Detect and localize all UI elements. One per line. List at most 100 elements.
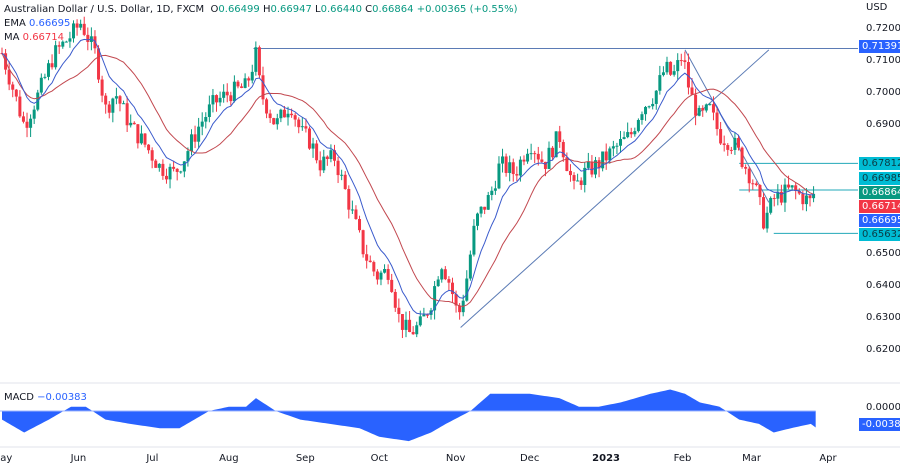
candle-up (486, 195, 490, 210)
candle-up (440, 269, 444, 280)
candle-up (415, 325, 419, 335)
candle-up (733, 138, 737, 150)
candle-up (222, 91, 226, 98)
candle-up (46, 63, 50, 77)
candle-down (272, 118, 276, 125)
open-value: 0.66499 (218, 4, 260, 15)
candle-up (436, 279, 440, 287)
candle-up (129, 122, 133, 126)
candle-up (39, 77, 43, 93)
candle-down (229, 95, 233, 102)
candle-down (736, 138, 740, 148)
close-label: C (365, 4, 373, 15)
candle-down (558, 131, 562, 143)
candle-up (200, 121, 204, 127)
candle-up (608, 148, 612, 161)
candle-down (97, 48, 101, 80)
ma-line (1, 53, 814, 307)
candle-down (483, 206, 487, 210)
candle-down (193, 134, 197, 142)
candle-down (375, 271, 379, 280)
month-label: Nov (445, 453, 466, 464)
candle-up (279, 109, 283, 119)
candle-up (765, 212, 769, 229)
candle-down (679, 60, 683, 62)
candle-up (593, 160, 597, 175)
ma-legend[interactable]: MA 0.66714 (4, 32, 64, 44)
candle-up (186, 151, 190, 162)
candle-down (694, 94, 698, 116)
candle-down (361, 230, 365, 255)
candle-down (715, 112, 719, 130)
candle-up (601, 151, 605, 169)
candle-down (240, 86, 244, 88)
candle-down (561, 142, 565, 158)
candle-down (368, 260, 372, 263)
ema-value: 0.66695 (28, 18, 71, 29)
month-label: Sep (295, 453, 315, 464)
candle-down (511, 162, 515, 175)
candle-down (454, 294, 458, 306)
change-value: +0.00365 (+0.55%) (416, 4, 518, 15)
macd-value-tag: -0.00383 (859, 418, 900, 431)
candle-up (168, 166, 172, 180)
candle-down (21, 116, 25, 122)
candle-up (465, 278, 469, 301)
candle-up (404, 319, 408, 330)
candle-down (257, 47, 261, 76)
low-value: 0.66440 (320, 4, 362, 15)
close-value: 0.66864 (372, 4, 414, 15)
candle-up (379, 272, 383, 280)
candle-up (111, 98, 115, 113)
macd-legend[interactable]: MACD −0.00383 (4, 392, 87, 404)
macd-value: −0.00383 (37, 392, 87, 403)
trend-line (684, 49, 770, 203)
candle-down (297, 119, 301, 128)
candle-down (372, 262, 376, 272)
candle-down (343, 174, 347, 189)
candle-down (75, 23, 79, 28)
high-value: 0.66947 (270, 4, 312, 15)
candle-down (604, 151, 608, 161)
price-tag: 0.65632 (859, 228, 900, 241)
candle-up (189, 134, 193, 152)
ema-legend[interactable]: EMA 0.66695 (4, 18, 70, 30)
candle-up (708, 104, 712, 106)
candle-up (615, 145, 619, 147)
candle-up (622, 137, 626, 139)
candle-down (125, 103, 129, 126)
candle-up (32, 109, 36, 119)
candle-down (797, 191, 801, 194)
candle-up (472, 225, 476, 255)
candle-up (611, 146, 615, 149)
month-label: Mar (742, 453, 761, 464)
candle-up (68, 38, 72, 42)
candle-down (386, 269, 390, 280)
candle-up (547, 147, 551, 169)
candle-down (18, 96, 22, 117)
candle-down (57, 45, 61, 47)
month-label: May (0, 453, 13, 464)
candle-down (762, 197, 766, 229)
candle-down (744, 166, 748, 169)
candle-down (150, 150, 154, 161)
candle-down (747, 168, 751, 184)
candle-down (533, 153, 537, 155)
candle-down (293, 115, 297, 120)
candle-up (254, 47, 258, 72)
price-tag: 0.67812 (859, 157, 900, 170)
candle-up (497, 163, 501, 189)
candle-down (143, 133, 147, 145)
candle-up (518, 159, 522, 176)
price-tag: 0.66985 (859, 172, 900, 185)
candle-up (157, 163, 161, 168)
candle-up (204, 116, 208, 122)
open-label: O (210, 4, 219, 15)
candle-up (636, 119, 640, 132)
